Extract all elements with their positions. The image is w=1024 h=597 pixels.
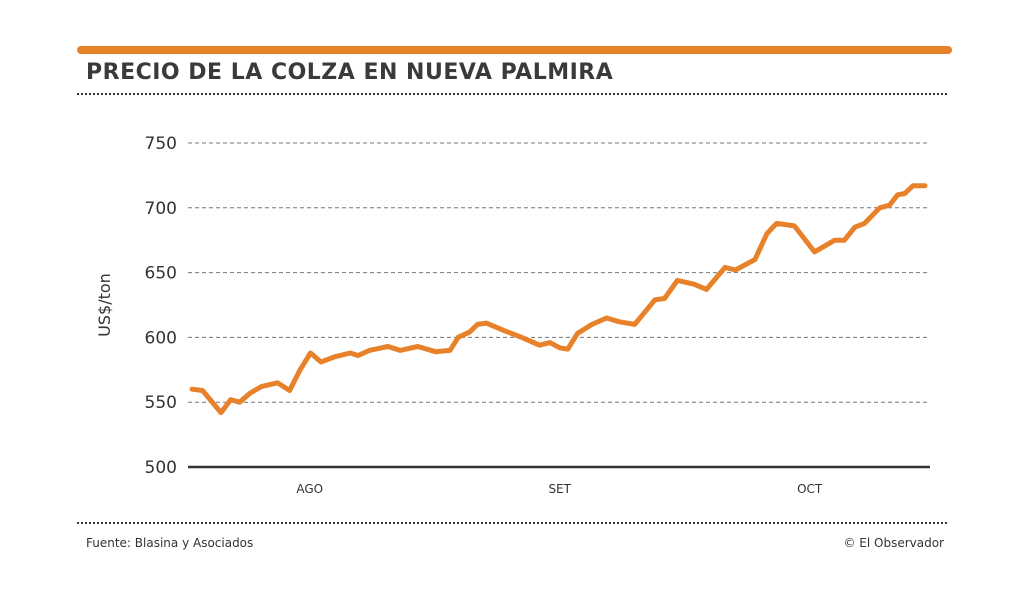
title-divider — [77, 93, 947, 95]
y-axis-label: US$/ton — [95, 273, 114, 337]
y-tick-label: 500 — [145, 458, 177, 478]
top-accent-bar — [77, 46, 952, 54]
x-tick-label: SET — [548, 482, 571, 496]
x-tick-label: AGO — [296, 482, 323, 496]
chart-title: PRECIO DE LA COLZA EN NUEVA PALMIRA — [86, 60, 614, 85]
y-tick-label: 600 — [145, 328, 177, 348]
y-tick-label: 700 — [145, 199, 177, 219]
footer-divider — [77, 522, 947, 524]
y-tick-label: 550 — [145, 393, 177, 413]
y-tick-label: 650 — [145, 264, 177, 284]
y-tick-label: 750 — [145, 134, 177, 154]
price-line — [189, 183, 928, 416]
source-note: Fuente: Blasina y Asociados — [86, 536, 254, 550]
credit-note: © El Observador — [843, 536, 944, 550]
x-tick-label: OCT — [797, 482, 823, 496]
